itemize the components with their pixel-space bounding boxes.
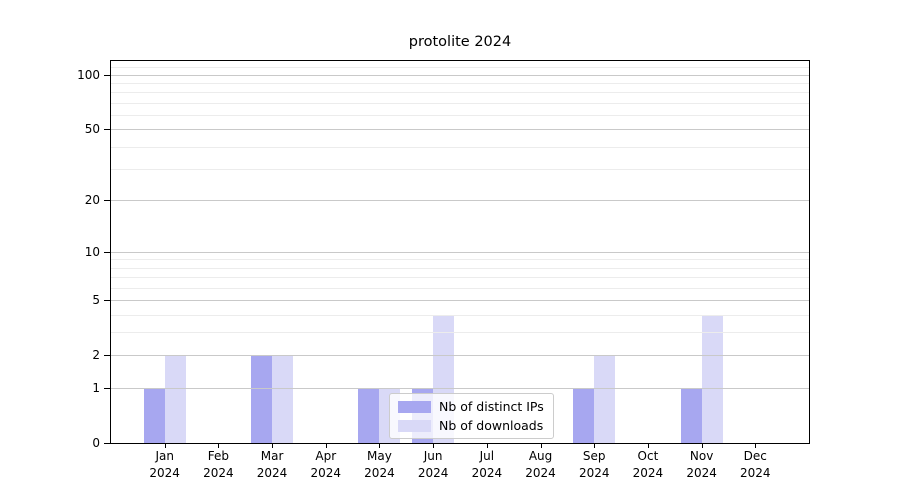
y-tick-mark-20 [104,200,110,202]
x-tick-mark-sep [594,443,596,448]
x-tick-label-feb: Feb 2024 [203,449,234,480]
gridline-minor-y-30 [111,168,809,170]
gridline-major-y-5 [111,300,809,302]
y-tick-label-20: 20 [84,193,100,208]
y-tick-label-10: 10 [84,244,100,259]
y-tick-mark-10 [104,251,110,253]
bar-downloads-jan [164,355,186,443]
x-tick-mark-oct [647,443,649,448]
x-tick-mark-may [379,443,381,448]
gridline-minor-y-40 [111,146,809,148]
y-tick-label-1: 1 [92,380,100,395]
bar-ips-jan [143,387,165,443]
x-tick-label-mar: Mar 2024 [256,449,288,480]
y-tick-mark-5 [104,300,110,302]
y-tick-mark-50 [104,129,110,131]
chart-title: protolite 2024 [408,34,512,50]
x-tick-mark-feb [218,443,220,448]
legend-item-downloads: Nb of downloads [398,418,544,433]
y-tick-mark-0 [104,443,110,444]
gridline-major-y-10 [111,251,809,253]
y-tick-mark-100 [104,74,110,76]
x-tick-label-jan: Jan 2024 [149,449,180,480]
y-tick-label-50: 50 [84,122,100,137]
gridline-major-y-20 [111,200,809,202]
gridline-major-y-100 [111,74,809,76]
legend-item-ips: Nb of distinct IPs [398,399,544,414]
x-tick-label-aug: Aug 2024 [525,449,556,480]
x-tick-mark-jan [164,443,166,448]
gridline-major-y-1 [111,387,809,389]
bar-downloads-sep [594,355,616,443]
legend-label-ips: Nb of distinct IPs [439,399,544,414]
gridline-minor-y-80 [111,92,809,94]
gridline-minor-y-4 [111,314,809,316]
x-tick-label-may: May 2024 [364,449,395,480]
x-tick-mark-jul [486,443,488,448]
gridline-minor-y-3 [111,332,809,334]
gridline-major-y-2 [111,355,809,357]
x-tick-label-dec: Dec 2024 [740,449,771,480]
gridline-minor-y-60 [111,114,809,116]
bar-ips-mar [251,355,273,443]
y-tick-label-2: 2 [92,348,100,363]
x-tick-label-sep: Sep 2024 [578,449,610,480]
y-tick-label-5: 5 [92,293,100,308]
x-tick-label-oct: Oct 2024 [632,449,664,480]
legend-swatch-downloads [398,419,431,432]
gridline-minor-y-6 [111,287,809,289]
gridline-minor-y-8 [111,267,809,269]
gridline-minor-y-7 [111,277,809,279]
legend-swatch-ips [398,400,431,413]
gridline-major-y-50 [111,129,809,131]
legend: Nb of distinct IPs Nb of downloads [389,393,554,439]
y-tick-mark-2 [104,355,110,357]
x-tick-label-nov: Nov 2024 [686,449,717,480]
bar-downloads-mar [272,355,294,443]
y-tick-label-0: 0 [92,436,100,450]
x-tick-label-apr: Apr 2024 [310,449,342,480]
x-tick-mark-apr [325,443,327,448]
gridline-minor-y-90 [111,83,809,85]
bar-downloads-nov [701,314,723,443]
x-tick-mark-mar [272,443,274,448]
x-tick-label-jul: Jul 2024 [471,449,503,480]
x-tick-mark-dec [755,443,757,448]
legend-label-downloads: Nb of downloads [439,418,544,433]
gridline-minor-y-70 [111,102,809,104]
bar-ips-sep [573,387,595,443]
gridline-minor-y-110 [111,67,809,69]
bar-ips-may [358,387,380,443]
plot-area: Nb of distinct IPs Nb of downloads [110,60,810,444]
gridline-minor-y-9 [111,259,809,261]
x-tick-mark-jun [433,443,435,448]
x-tick-mark-nov [701,443,703,448]
y-tick-mark-1 [104,387,110,389]
bar-ips-nov [680,387,702,443]
x-tick-label-jun: Jun 2024 [417,449,449,480]
x-tick-mark-aug [540,443,542,448]
y-tick-label-100: 100 [77,67,100,82]
